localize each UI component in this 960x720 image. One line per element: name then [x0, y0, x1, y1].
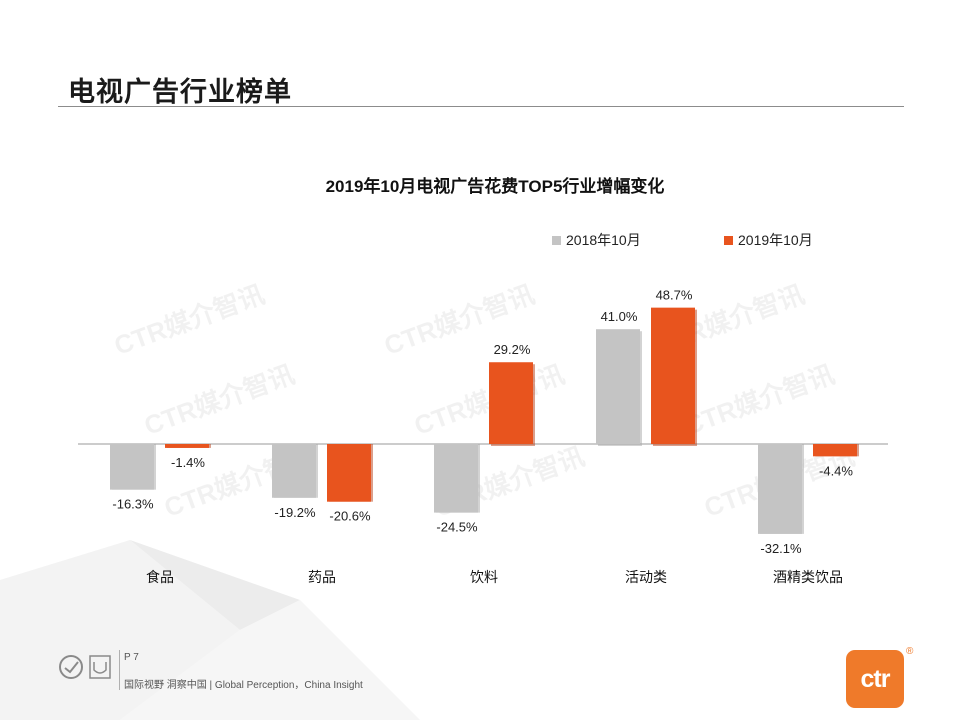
data-label: 29.2% [494, 342, 531, 357]
legend-label-2018: 2018年10月 [566, 232, 641, 248]
footer-tagline: 国际视野 洞察中国 | Global Perception，China Insi… [124, 680, 363, 691]
chart-legend: 2018年10月 2019年10月 [0, 230, 960, 250]
footer-divider [119, 650, 120, 690]
page-number: P 7 [124, 652, 139, 663]
legend-swatch-2019 [724, 235, 733, 245]
category-label: 药品 [308, 569, 336, 585]
ctr-logo: ctr [846, 650, 904, 708]
data-label: -4.4% [819, 463, 853, 478]
data-label: -20.6% [329, 509, 371, 524]
category-label: 饮料 [470, 569, 498, 585]
data-label: -19.2% [274, 505, 316, 520]
chart-title: 2019年10月电视广告花费TOP5行业增幅变化 [325, 177, 665, 196]
legend-item-2018: 2018年10月 [552, 230, 641, 250]
category-label: 活动类 [625, 569, 667, 585]
bar-2019-1 [165, 444, 209, 448]
legend-item-2019: 2019年10月 [724, 230, 813, 250]
data-label: -24.5% [436, 520, 478, 535]
data-label: 41.0% [601, 309, 638, 324]
bar-2019-4 [651, 307, 695, 444]
bar-2019-5 [813, 444, 857, 457]
title-divider [58, 106, 904, 107]
data-label: -1.4% [171, 455, 205, 470]
bar-2018-3 [434, 444, 478, 513]
bar-2019-2 [327, 444, 371, 502]
data-label: 48.7% [656, 288, 693, 303]
bar-2018-1 [110, 444, 154, 490]
ctr-logo-text: ctr [860, 664, 891, 693]
data-label: -16.3% [112, 497, 154, 512]
page-title: 电视广告行业榜单 [68, 77, 292, 107]
bar-2019-3 [489, 362, 533, 444]
bar-2018-2 [272, 444, 316, 498]
legend-swatch-2018 [552, 235, 561, 245]
category-label: 酒精类饮品 [773, 569, 843, 585]
category-label: 食品 [146, 569, 174, 585]
legend-label-2019: 2019年10月 [738, 232, 813, 248]
bar-2018-4 [596, 329, 640, 444]
certification-logos [59, 655, 111, 679]
data-label: -32.1% [760, 541, 802, 556]
bar-2018-5 [758, 444, 802, 534]
registered-mark: ® [906, 646, 914, 657]
